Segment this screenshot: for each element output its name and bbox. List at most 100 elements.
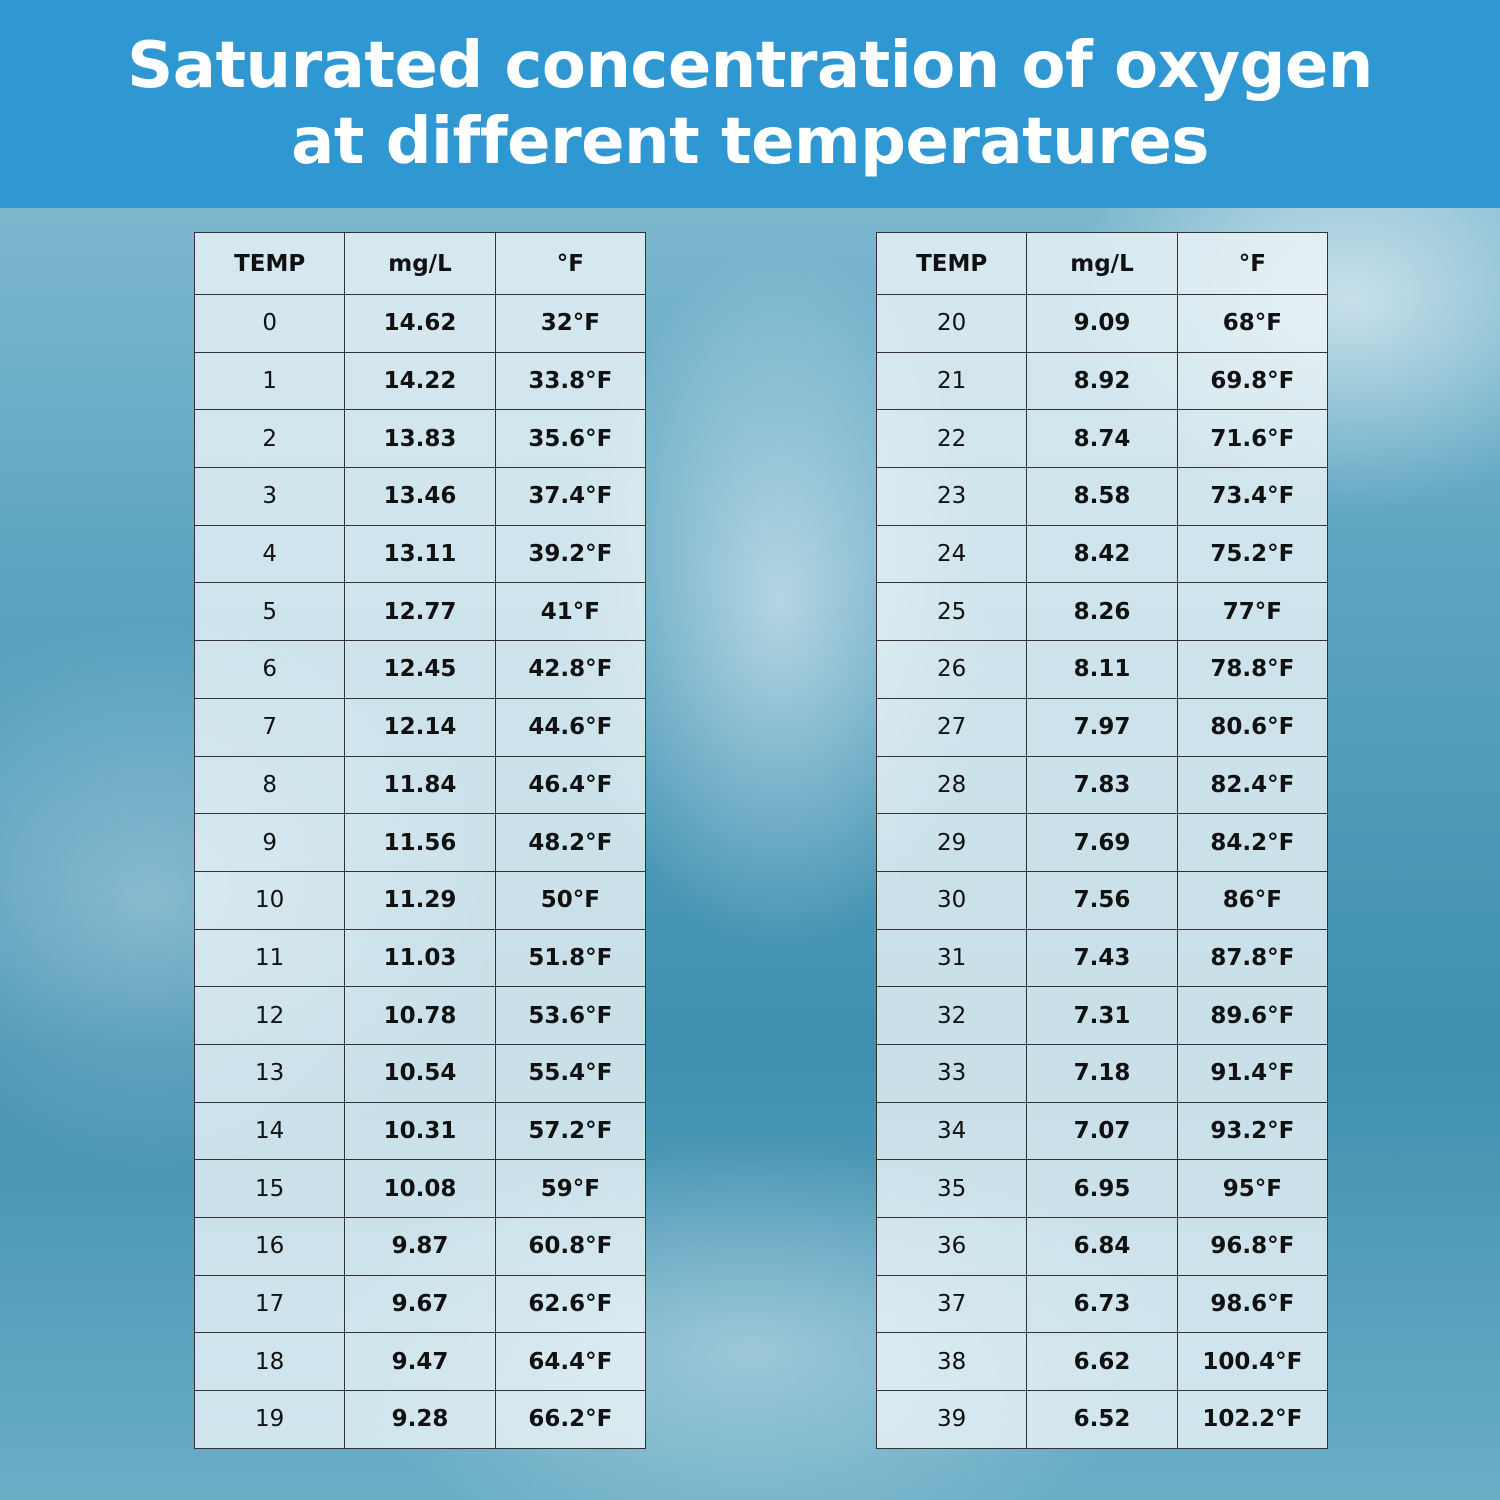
- table-row: 29 7.69 84.2°F: [875, 813, 1329, 872]
- table-cell: 33.8°F: [494, 351, 647, 411]
- table-row: 19 9.28 66.2°F: [193, 1390, 647, 1449]
- table-cell: 6.62: [1026, 1332, 1178, 1392]
- table-cell: 16: [193, 1217, 346, 1276]
- table-row: 15 10.08 59°F: [193, 1159, 647, 1218]
- table-cell: 22: [875, 409, 1028, 469]
- table-cell: 13.46: [344, 467, 496, 526]
- table-cell: 14.22: [344, 351, 496, 411]
- table-row: 11 11.03 51.8°F: [193, 928, 647, 988]
- table-cell: 50°F: [494, 870, 647, 930]
- table-cell: 53.6°F: [494, 986, 647, 1045]
- table-cell: 7: [193, 697, 346, 757]
- table-cell: 86°F: [1176, 870, 1329, 930]
- table-row: 30 7.56 86°F: [875, 870, 1329, 930]
- table-cell: 9.47: [344, 1332, 496, 1392]
- table-cell: 12.45: [344, 640, 496, 699]
- table-cell: 11.03: [344, 928, 496, 988]
- table-cell: 7.43: [1026, 928, 1178, 988]
- table-row: 21 8.92 69.8°F: [875, 351, 1329, 411]
- table-row: 2 13.83 35.6°F: [193, 409, 647, 469]
- table-cell: 12.14: [344, 697, 496, 757]
- column-header: TEMP: [193, 232, 346, 295]
- table-cell: 80.6°F: [1176, 697, 1329, 757]
- table-row: 39 6.52 102.2°F: [875, 1390, 1329, 1449]
- table-row: 31 7.43 87.8°F: [875, 928, 1329, 988]
- table-cell: 87.8°F: [1176, 928, 1329, 988]
- table-row: 38 6.62 100.4°F: [875, 1332, 1329, 1392]
- table-row: 12 10.78 53.6°F: [193, 986, 647, 1045]
- table-cell: 7.07: [1026, 1101, 1178, 1161]
- table-cell: 96.8°F: [1176, 1217, 1329, 1276]
- column-header: mg/L: [344, 232, 496, 295]
- table-cell: 69.8°F: [1176, 351, 1329, 411]
- table-cell: 35.6°F: [494, 409, 647, 469]
- table-cell: 38: [875, 1332, 1028, 1392]
- table-row: 22 8.74 71.6°F: [875, 409, 1329, 469]
- table-cell: 34: [875, 1101, 1028, 1161]
- table-cell: 28: [875, 755, 1028, 815]
- table-cell: 13.11: [344, 524, 496, 584]
- table-row: 5 12.77 41°F: [193, 582, 647, 642]
- table-cell: 26: [875, 640, 1028, 699]
- table-cell: 14: [193, 1101, 346, 1161]
- table-row: 14 10.31 57.2°F: [193, 1101, 647, 1161]
- column-header: mg/L: [1026, 232, 1178, 295]
- table-cell: 35: [875, 1159, 1028, 1218]
- table-cell: 95°F: [1176, 1159, 1329, 1218]
- table-cell: 20: [875, 294, 1028, 353]
- table-cell: 57.2°F: [494, 1101, 647, 1161]
- table-cell: 7.56: [1026, 870, 1178, 930]
- table-cell: 12.77: [344, 582, 496, 642]
- table-cell: 11: [193, 928, 346, 988]
- table-cell: 3: [193, 467, 346, 526]
- table-cell: 9.67: [344, 1274, 496, 1334]
- table-cell: 29: [875, 813, 1028, 872]
- table-cell: 23: [875, 467, 1028, 526]
- table-cell: 10.31: [344, 1101, 496, 1161]
- table-row: 33 7.18 91.4°F: [875, 1043, 1329, 1103]
- table-cell: 32°F: [494, 294, 647, 353]
- title-line: at different temperatures: [291, 105, 1209, 179]
- table-cell: 77°F: [1176, 582, 1329, 642]
- table-cell: 44.6°F: [494, 697, 647, 757]
- table-cell: 0: [193, 294, 346, 353]
- table-row: 32 7.31 89.6°F: [875, 986, 1329, 1045]
- table-row: 24 8.42 75.2°F: [875, 524, 1329, 584]
- table-cell: 7.31: [1026, 986, 1178, 1045]
- table-cell: 11.29: [344, 870, 496, 930]
- table-cell: 6.73: [1026, 1274, 1178, 1334]
- table-cell: 10.08: [344, 1159, 496, 1218]
- table-cell: 9.09: [1026, 294, 1178, 353]
- table-cell: 75.2°F: [1176, 524, 1329, 584]
- table-cell: 5: [193, 582, 346, 642]
- table-row: 36 6.84 96.8°F: [875, 1217, 1329, 1276]
- table-cell: 36: [875, 1217, 1028, 1276]
- table-cell: 27: [875, 697, 1028, 757]
- table-cell: 14.62: [344, 294, 496, 353]
- table-cell: 93.2°F: [1176, 1101, 1329, 1161]
- table-cell: 12: [193, 986, 346, 1045]
- table-cell: 91.4°F: [1176, 1043, 1329, 1103]
- data-table: TEMP mg/L °F 0 14.62 32°F 1 14.22 33.8°F 2 13.83 35…: [193, 232, 647, 1449]
- table-cell: 15: [193, 1159, 346, 1218]
- table-row: 20 9.09 68°F: [875, 294, 1329, 353]
- table-cell: 7.18: [1026, 1043, 1178, 1103]
- table-cell: 8: [193, 755, 346, 815]
- table-cell: 6.52: [1026, 1390, 1178, 1449]
- table-cell: 11.84: [344, 755, 496, 815]
- table-cell: 62.6°F: [494, 1274, 647, 1334]
- table-row: 27 7.97 80.6°F: [875, 697, 1329, 757]
- table-cell: 8.26: [1026, 582, 1178, 642]
- table-row: 6 12.45 42.8°F: [193, 640, 647, 699]
- table-row: 17 9.67 62.6°F: [193, 1274, 647, 1334]
- table-cell: 64.4°F: [494, 1332, 647, 1392]
- column-header: °F: [494, 232, 647, 295]
- header-row: TEMP mg/L °F: [193, 232, 647, 295]
- table-cell: 1: [193, 351, 346, 411]
- table-cell: 13: [193, 1043, 346, 1103]
- table-row: 0 14.62 32°F: [193, 294, 647, 353]
- table-cell: 84.2°F: [1176, 813, 1329, 872]
- table-cell: 7.97: [1026, 697, 1178, 757]
- table-cell: 8.58: [1026, 467, 1178, 526]
- table-cell: 17: [193, 1274, 346, 1334]
